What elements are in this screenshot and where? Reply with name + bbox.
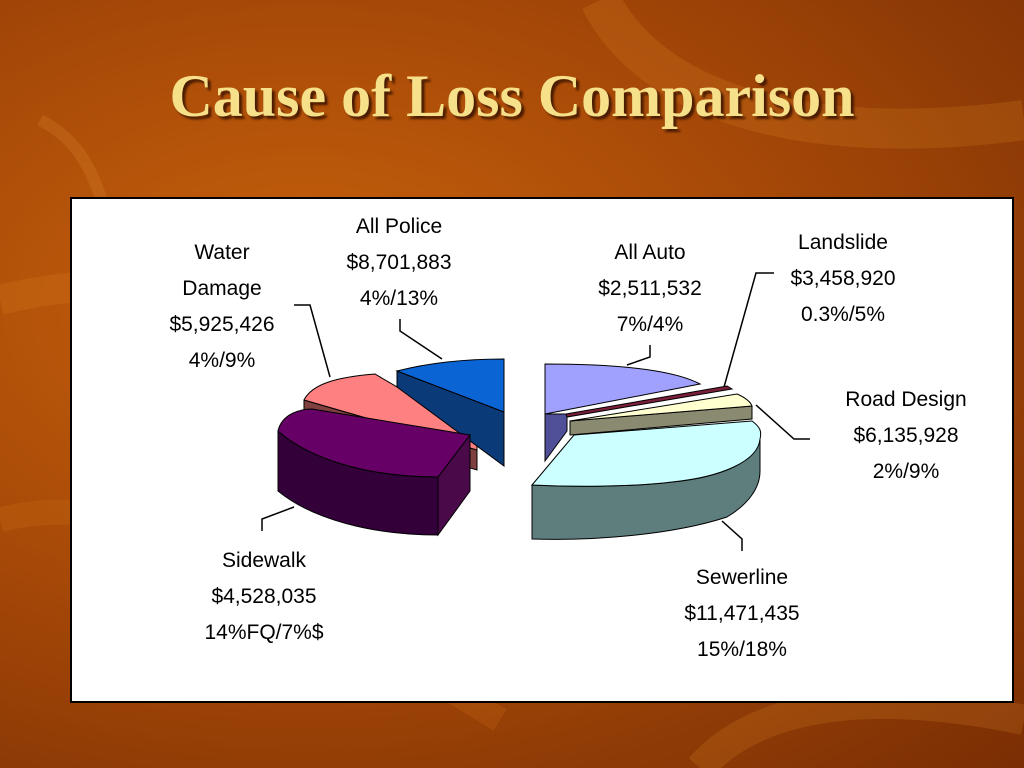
label-water-damage-line2: Damage xyxy=(182,277,261,300)
pie-chart-panel: All Police $8,701,883 4%/13% Water Damag… xyxy=(70,197,1014,703)
pie-slice-landslide xyxy=(565,385,734,418)
slice-label-landslide: Landslide $3,458,920 0.3%/5% xyxy=(790,231,895,326)
label-sewerline-pct: 15%/18% xyxy=(697,638,787,661)
label-sewerline-amount: $11,471,435 xyxy=(684,602,799,625)
slice-label-water-damage: Water Damage $5,925,426 4%/9% xyxy=(169,241,274,372)
leader-line-landslide xyxy=(723,272,774,388)
pie-slice-road-design xyxy=(569,393,753,436)
label-sewerline-name: Sewerline xyxy=(696,566,788,589)
label-water-damage-pct: 4%/9% xyxy=(189,349,256,372)
pie-slice-sidewalk xyxy=(277,408,471,537)
label-all-auto-amount: $2,511,532 xyxy=(598,277,702,300)
pie-slice-all-auto xyxy=(544,363,702,463)
slice-label-sidewalk: Sidewalk $4,528,035 14%FQ/7%$ xyxy=(204,549,323,644)
pie-slice-all-police xyxy=(395,358,505,467)
leader-line-sewerline xyxy=(721,520,743,551)
label-road-design-pct: 2%/9% xyxy=(873,460,940,483)
leader-line-all-police xyxy=(399,319,443,360)
label-sidewalk-amount: $4,528,035 xyxy=(211,585,316,608)
label-water-damage-amount: $5,925,426 xyxy=(169,313,274,336)
slice-label-all-police: All Police $8,701,883 4%/13% xyxy=(346,215,451,310)
label-all-police-name: All Police xyxy=(356,215,442,238)
label-road-design-amount: $6,135,928 xyxy=(853,424,958,447)
slice-label-sewerline: Sewerline $11,471,435 15%/18% xyxy=(684,566,799,661)
label-landslide-name: Landslide xyxy=(798,231,888,254)
pie-slice-sewerline xyxy=(530,420,762,540)
leader-line-all-auto xyxy=(626,345,651,366)
slide-title: Cause of Loss Comparison xyxy=(169,63,855,129)
label-sidewalk-name: Sidewalk xyxy=(222,549,307,572)
leader-line-sidewalk xyxy=(261,506,295,531)
slice-label-road-design: Road Design $6,135,928 2%/9% xyxy=(845,388,966,483)
label-all-auto-pct: 7%/4% xyxy=(617,313,684,336)
label-all-police-amount: $8,701,883 xyxy=(346,251,451,274)
label-road-design-name: Road Design xyxy=(845,388,966,411)
label-sidewalk-pct: 14%FQ/7%$ xyxy=(204,621,323,644)
label-water-damage-line1: Water xyxy=(194,241,249,264)
label-all-police-pct: 4%/13% xyxy=(360,287,438,310)
slice-label-all-auto: All Auto $2,511,532 7%/4% xyxy=(598,241,702,336)
pie-chart: All Police $8,701,883 4%/13% Water Damag… xyxy=(169,215,966,661)
label-all-auto-name: All Auto xyxy=(614,241,685,264)
leader-lines xyxy=(261,272,810,551)
label-landslide-pct: 0.3%/5% xyxy=(801,303,885,326)
label-landslide-amount: $3,458,920 xyxy=(790,267,895,290)
leader-line-road-design xyxy=(755,404,810,440)
leader-line-water-damage xyxy=(294,304,331,378)
